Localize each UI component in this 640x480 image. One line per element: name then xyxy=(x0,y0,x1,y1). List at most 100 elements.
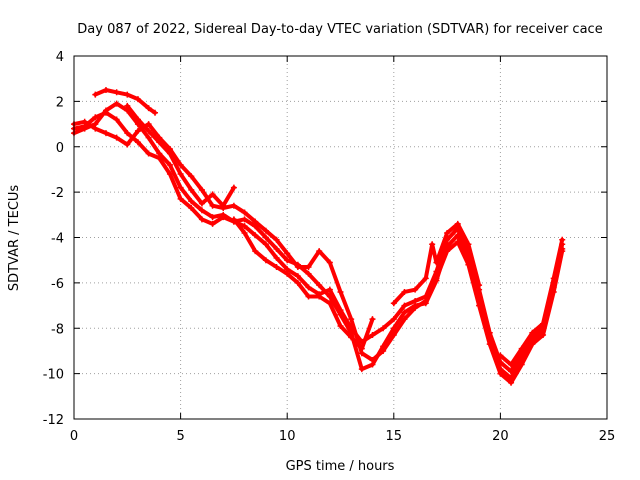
data-point xyxy=(220,214,227,221)
data-point xyxy=(444,243,451,250)
data-point xyxy=(337,311,344,318)
data-point xyxy=(476,293,483,300)
data-point xyxy=(540,327,547,334)
data-point xyxy=(198,216,205,223)
data-point xyxy=(529,338,536,345)
data-point xyxy=(145,105,152,112)
y-tick-label: 4 xyxy=(56,50,64,65)
data-point xyxy=(145,121,152,128)
data-point xyxy=(273,245,280,252)
y-tick-label: 2 xyxy=(56,95,64,110)
data-point xyxy=(518,345,525,352)
data-point xyxy=(134,96,141,103)
data-point xyxy=(113,100,120,107)
chart-title: Day 087 of 2022, Sidereal Day-to-day VTE… xyxy=(77,22,602,37)
data-point xyxy=(486,336,493,343)
data-point xyxy=(390,316,397,323)
data-point xyxy=(337,288,344,295)
data-point xyxy=(380,343,387,350)
data-point xyxy=(316,293,323,300)
series-trace-4 xyxy=(92,87,159,116)
data-point xyxy=(177,184,184,191)
data-point xyxy=(348,316,355,323)
data-point xyxy=(380,325,387,332)
data-point xyxy=(284,250,291,257)
data-point xyxy=(433,277,440,284)
data-point xyxy=(369,316,376,323)
data-point xyxy=(529,329,536,336)
series-line xyxy=(391,221,482,306)
data-point xyxy=(454,232,461,239)
data-point xyxy=(305,293,312,300)
data-point xyxy=(358,345,365,352)
data-point xyxy=(241,209,248,216)
data-point xyxy=(294,279,301,286)
x-tick-label: 10 xyxy=(279,429,296,444)
data-point xyxy=(156,155,163,162)
data-point xyxy=(134,127,141,134)
data-point xyxy=(508,361,515,368)
data-point xyxy=(230,202,237,209)
axis-ticks: 0 5 10 15 20 25 -12 -10 -8 -6 -4 -2 0 2 4 xyxy=(43,50,616,444)
data-point xyxy=(230,184,237,191)
data-point xyxy=(113,116,120,123)
data-point xyxy=(497,366,504,373)
data-point xyxy=(390,300,397,307)
data-point xyxy=(497,352,504,359)
data-point xyxy=(92,125,99,132)
data-point xyxy=(559,236,566,243)
data-point xyxy=(113,89,120,96)
grid xyxy=(74,56,607,419)
data-point xyxy=(508,375,515,382)
data-point xyxy=(273,263,280,270)
data-point xyxy=(241,216,248,223)
data-point xyxy=(294,273,301,280)
data-point xyxy=(412,302,419,309)
data-point xyxy=(198,200,205,207)
data-point xyxy=(369,361,376,368)
data-point xyxy=(401,316,408,323)
data-point xyxy=(145,127,152,134)
data-point xyxy=(262,241,269,248)
data-point xyxy=(198,207,205,214)
data-point xyxy=(337,322,344,329)
x-axis-label: GPS time / hours xyxy=(286,459,395,474)
x-tick-label: 15 xyxy=(386,429,403,444)
data-point xyxy=(294,261,301,268)
data-point xyxy=(326,259,333,266)
y-tick-label: -12 xyxy=(43,413,64,428)
data-point xyxy=(518,354,525,361)
data-point xyxy=(188,198,195,205)
x-tick-label: 0 xyxy=(70,429,78,444)
data-point xyxy=(429,241,436,248)
data-point xyxy=(284,270,291,277)
data-point xyxy=(177,161,184,168)
data-point xyxy=(166,161,173,168)
data-point xyxy=(326,286,333,293)
data-point xyxy=(188,205,195,212)
data-point xyxy=(412,286,419,293)
data-point xyxy=(177,170,184,177)
data-point xyxy=(252,248,259,255)
data-point xyxy=(188,186,195,193)
data-point xyxy=(284,257,291,264)
data-point xyxy=(145,150,152,157)
y-tick-label: -8 xyxy=(51,322,64,337)
data-point xyxy=(305,263,312,270)
series-trace-8 xyxy=(497,236,566,368)
data-point xyxy=(262,234,269,241)
y-tick-label: -2 xyxy=(51,186,64,201)
series-trace-3 xyxy=(71,109,566,382)
data-point xyxy=(273,236,280,243)
data-point xyxy=(124,91,131,98)
series-line xyxy=(72,110,565,381)
data-point xyxy=(401,288,408,295)
data-point xyxy=(252,232,259,239)
data-point xyxy=(316,248,323,255)
data-point xyxy=(209,214,216,221)
data-point xyxy=(348,334,355,341)
series-trace-5 xyxy=(124,102,237,209)
data-point xyxy=(401,302,408,309)
data-point xyxy=(241,223,248,230)
data-point xyxy=(92,91,99,98)
